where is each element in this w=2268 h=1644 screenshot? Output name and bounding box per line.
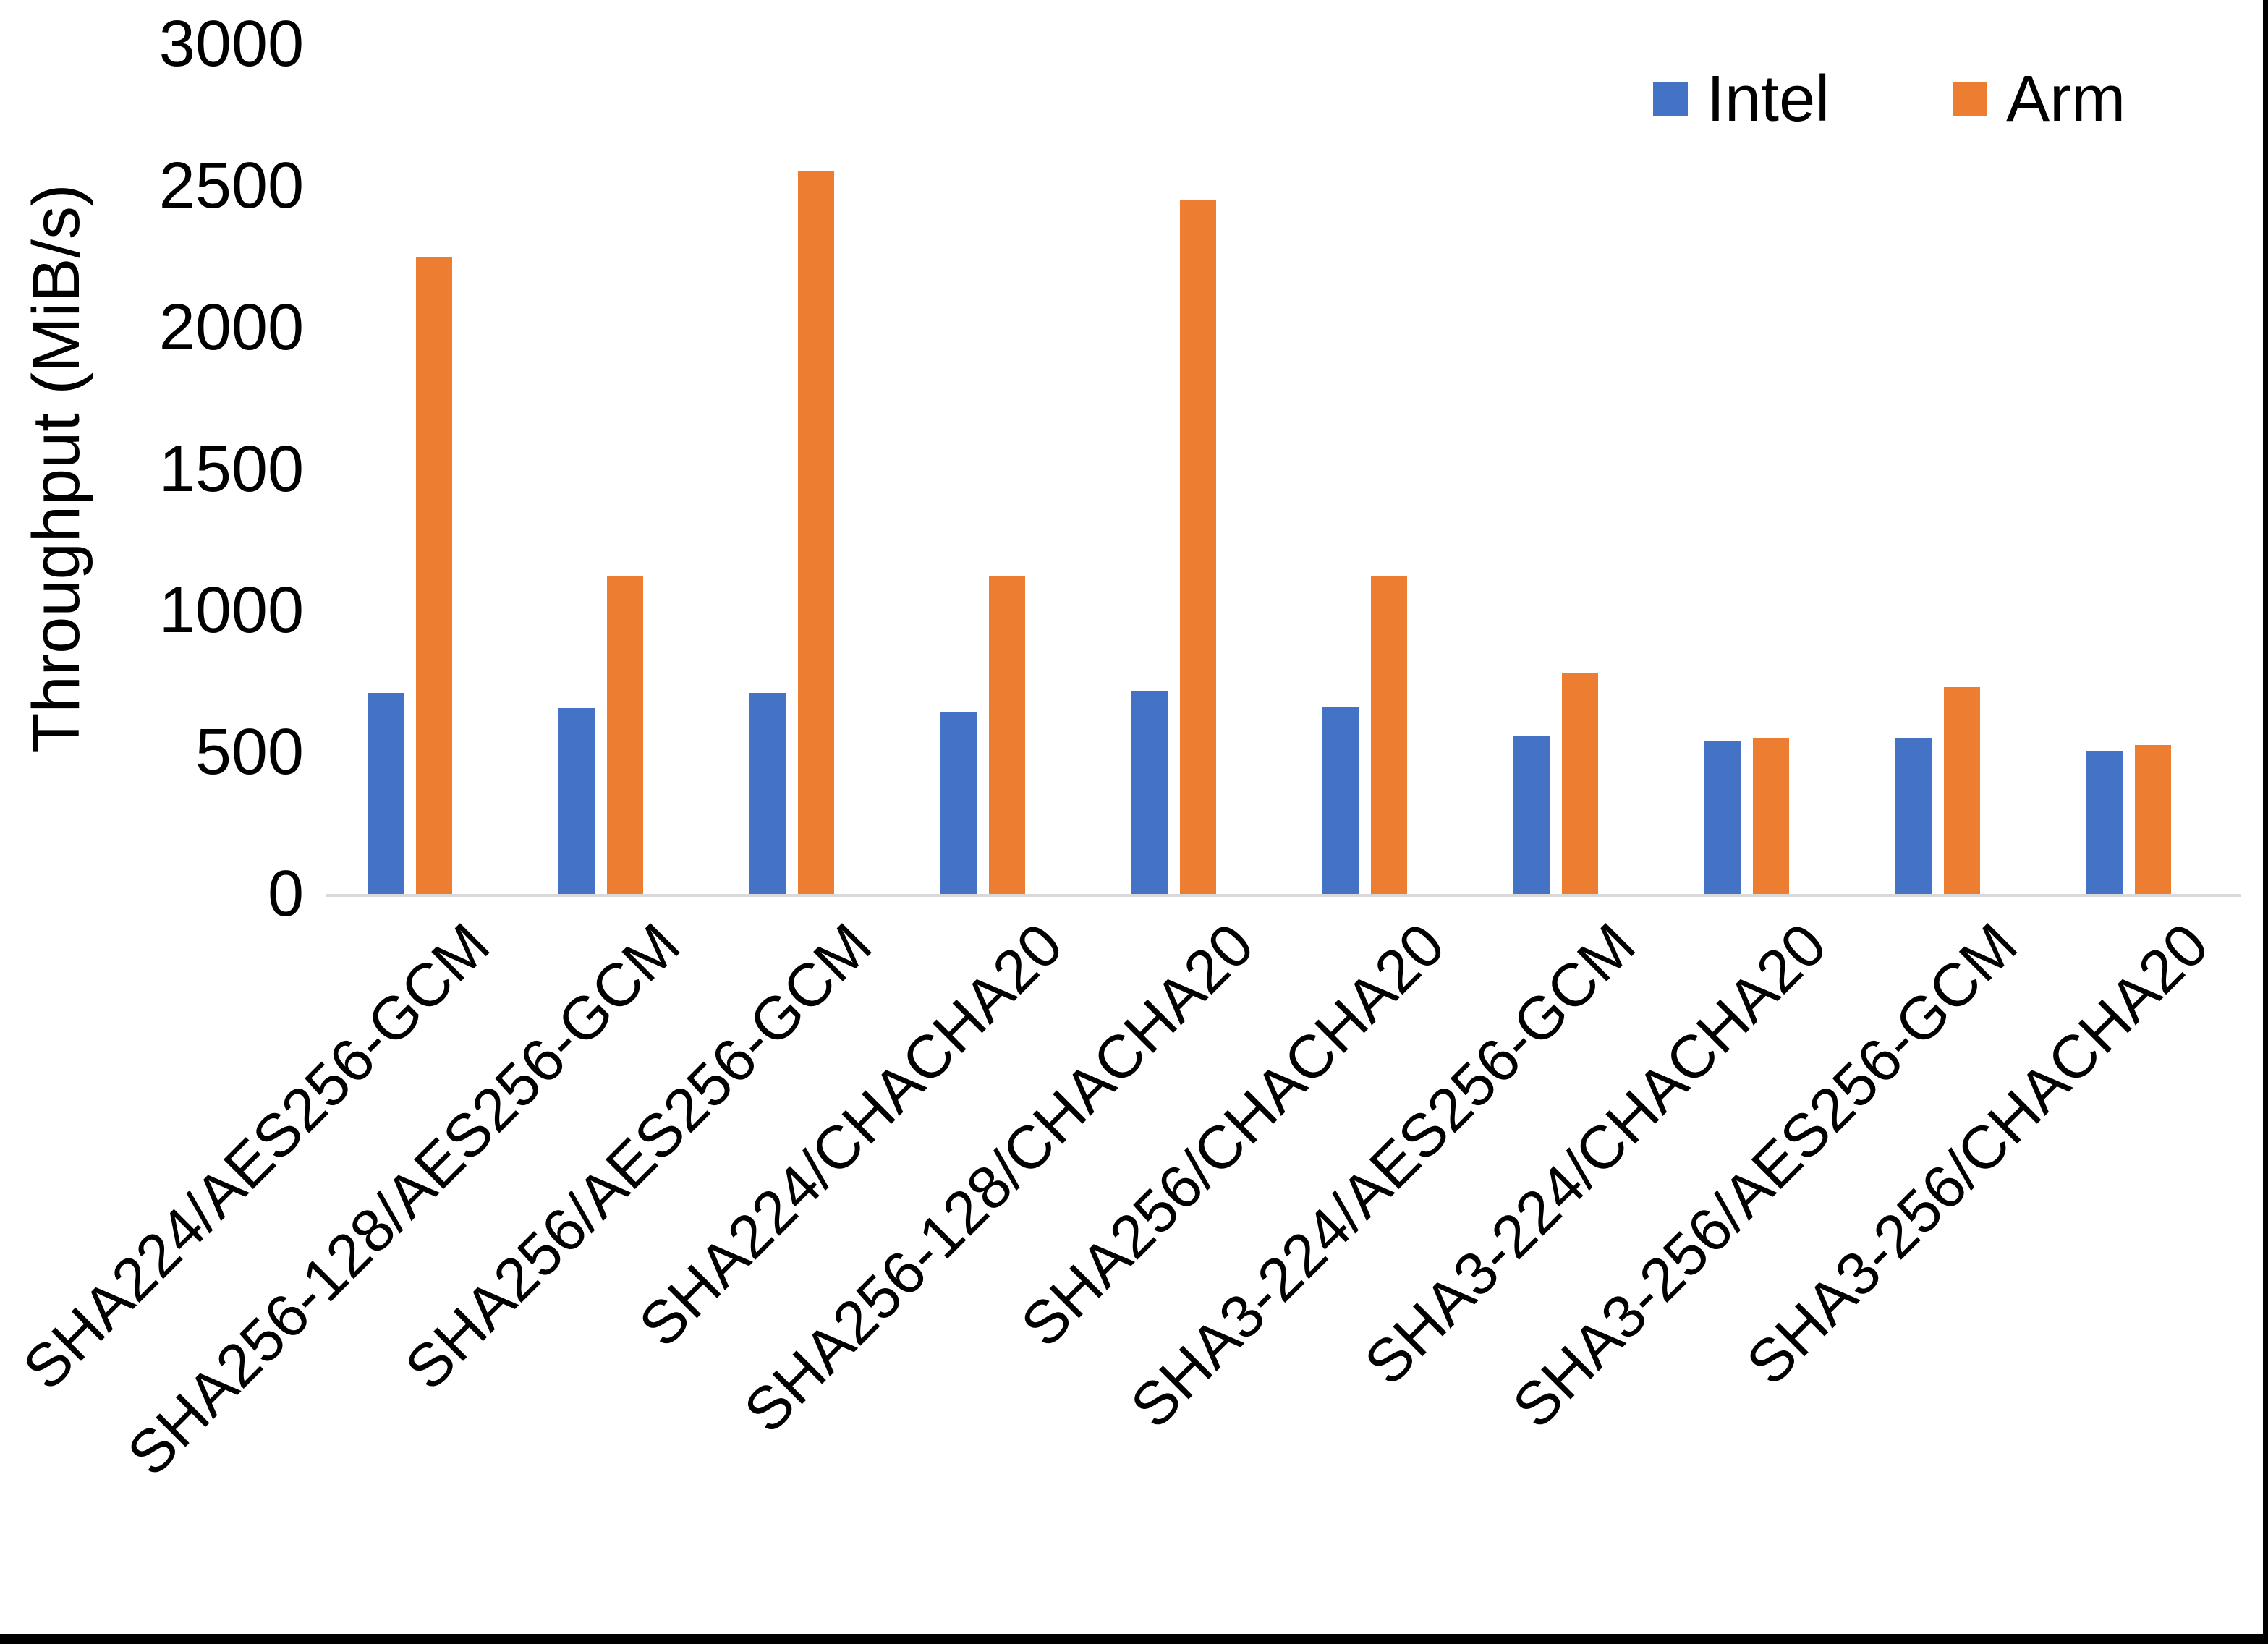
bar-intel — [749, 693, 786, 894]
bar-intel — [940, 712, 977, 894]
bar-group — [314, 44, 505, 894]
bar-arm — [1370, 576, 1407, 894]
plot-area — [314, 44, 2224, 894]
bar-group — [887, 44, 1078, 894]
bar-intel — [1704, 741, 1741, 894]
y-tick-label: 2500 — [158, 149, 304, 222]
legend-label: Arm — [2006, 63, 2126, 135]
legend: Intel Arm — [1653, 67, 2125, 132]
bar-arm — [1561, 673, 1598, 894]
legend-swatch-arm — [1953, 82, 1988, 116]
legend-item-arm: Arm — [1953, 67, 2125, 132]
x-axis-line — [326, 894, 2241, 897]
legend-label: Intel — [1707, 63, 1830, 135]
bar-intel — [367, 693, 404, 894]
legend-item-intel: Intel — [1653, 67, 1830, 132]
bar-group — [1842, 44, 2033, 894]
bar-arm — [988, 576, 1025, 894]
y-tick-label: 1500 — [158, 433, 304, 506]
bar-intel — [1131, 691, 1168, 894]
y-tick-label: 3000 — [158, 8, 304, 80]
bar-group — [696, 44, 887, 894]
y-tick-label: 500 — [195, 716, 304, 789]
bar-intel — [1322, 707, 1359, 894]
bar-group — [505, 44, 696, 894]
bar-intel — [558, 708, 595, 894]
y-tick-label: 0 — [267, 858, 304, 930]
bar-intel — [2086, 751, 2123, 894]
bar-group — [1269, 44, 1460, 894]
bar-group — [2033, 44, 2224, 894]
bar-arm — [1943, 687, 1980, 894]
bar-intel — [1513, 736, 1550, 894]
bar-arm — [415, 257, 452, 894]
bar-group — [1460, 44, 1651, 894]
bar-arm — [1179, 200, 1216, 894]
legend-swatch-intel — [1653, 82, 1688, 116]
bar-arm — [1752, 738, 1789, 894]
bar-group — [1651, 44, 1842, 894]
bar-intel — [1895, 738, 1932, 894]
bar-group — [1078, 44, 1269, 894]
bar-arm — [606, 576, 643, 894]
bar-arm — [2134, 745, 2171, 894]
bar-arm — [797, 171, 834, 894]
y-tick-label: 1000 — [158, 574, 304, 647]
y-tick-label: 2000 — [158, 291, 304, 364]
